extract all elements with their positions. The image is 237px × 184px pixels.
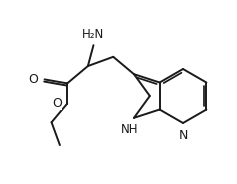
- Text: N: N: [178, 129, 188, 142]
- Text: O: O: [29, 73, 39, 86]
- Text: O: O: [52, 97, 62, 110]
- Text: NH: NH: [121, 123, 139, 136]
- Text: H₂N: H₂N: [82, 28, 105, 41]
